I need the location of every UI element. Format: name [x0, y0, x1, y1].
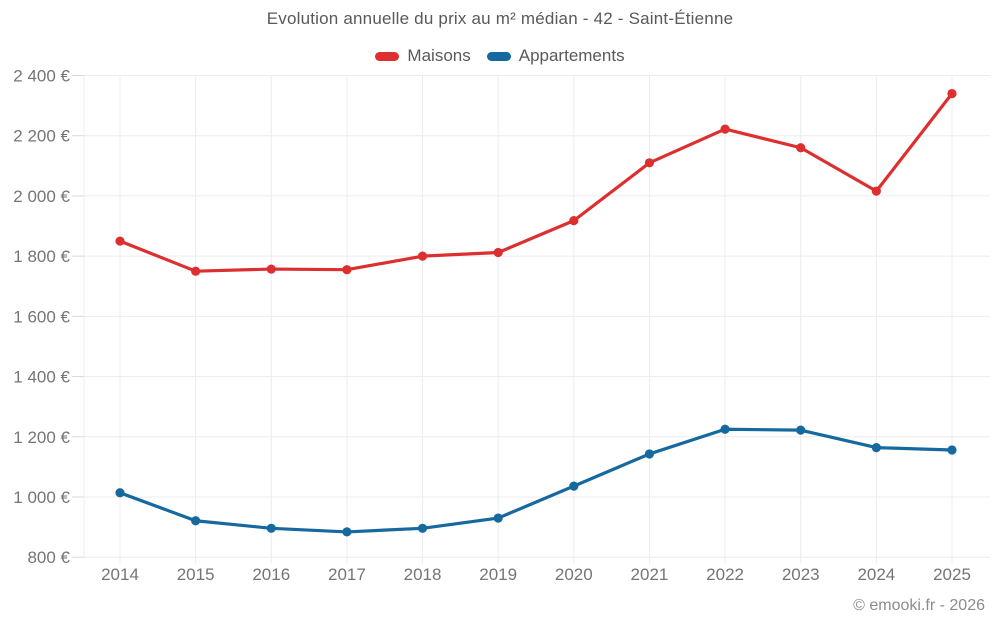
data-point	[417, 251, 428, 261]
y-tick-label: 1 000 €	[13, 488, 70, 507]
data-point	[569, 481, 579, 491]
data-point	[115, 488, 125, 498]
x-tick-label: 2022	[706, 565, 744, 584]
data-point	[871, 443, 881, 453]
maisons-line	[118, 91, 954, 273]
appartements-legend-marker-icon	[486, 51, 511, 61]
data-point	[191, 516, 201, 526]
y-tick-label: 2 400 €	[13, 67, 70, 86]
data-point	[342, 265, 352, 275]
data-point	[266, 264, 276, 274]
data-point	[871, 186, 881, 196]
data-point	[493, 513, 503, 523]
legend-item-maisons[interactable]: Maisons	[375, 46, 471, 66]
x-tick-label: 2025	[933, 565, 971, 584]
y-tick-label: 1 400 €	[13, 368, 70, 387]
x-tick-label: 2018	[404, 565, 442, 584]
data-point	[417, 523, 428, 533]
data-point	[644, 449, 655, 459]
data-point	[720, 124, 730, 134]
x-tick-label: 2017	[328, 565, 366, 584]
data-point	[191, 266, 201, 276]
data-point	[342, 527, 352, 537]
x-tick-label: 2023	[782, 565, 820, 584]
data-point	[644, 158, 655, 168]
legend-label-appartements: Appartements	[518, 46, 625, 65]
y-tick-label: 1 800 €	[13, 247, 70, 266]
y-tick-label: 2 200 €	[13, 127, 70, 146]
chart-legend: Maisons Appartements	[0, 46, 1000, 66]
x-tick-label: 2021	[631, 565, 669, 584]
legend-label-maisons: Maisons	[407, 46, 471, 65]
y-tick-label: 1 200 €	[13, 428, 70, 447]
chart-title: Evolution annuelle du prix au m² médian …	[266, 9, 734, 28]
y-tick-label: 1 600 €	[13, 307, 70, 326]
x-tick-label: 2015	[177, 565, 215, 584]
x-tick-label: 2014	[101, 565, 139, 584]
data-point	[115, 236, 125, 246]
data-point	[569, 216, 579, 226]
x-tick-label: 2020	[555, 565, 593, 584]
y-tick-label: 800 €	[27, 548, 70, 567]
appartements-line	[118, 427, 954, 534]
maisons-legend-marker-icon	[375, 51, 400, 61]
legend-item-appartements[interactable]: Appartements	[486, 46, 625, 66]
maisons-line-series	[115, 88, 957, 276]
data-point	[266, 523, 276, 533]
footer-credit: © emooki.fr - 2026	[853, 597, 985, 614]
data-point	[493, 247, 503, 258]
y-tick-label: 2 000 €	[13, 187, 70, 206]
appartements-line-series	[115, 424, 957, 537]
data-point	[796, 143, 806, 153]
data-point	[947, 88, 957, 99]
data-point	[720, 424, 730, 434]
x-tick-label: 2016	[252, 565, 290, 584]
x-tick-label: 2024	[857, 565, 895, 584]
data-point	[947, 445, 957, 455]
data-point	[796, 425, 806, 435]
x-tick-label: 2019	[479, 565, 517, 584]
